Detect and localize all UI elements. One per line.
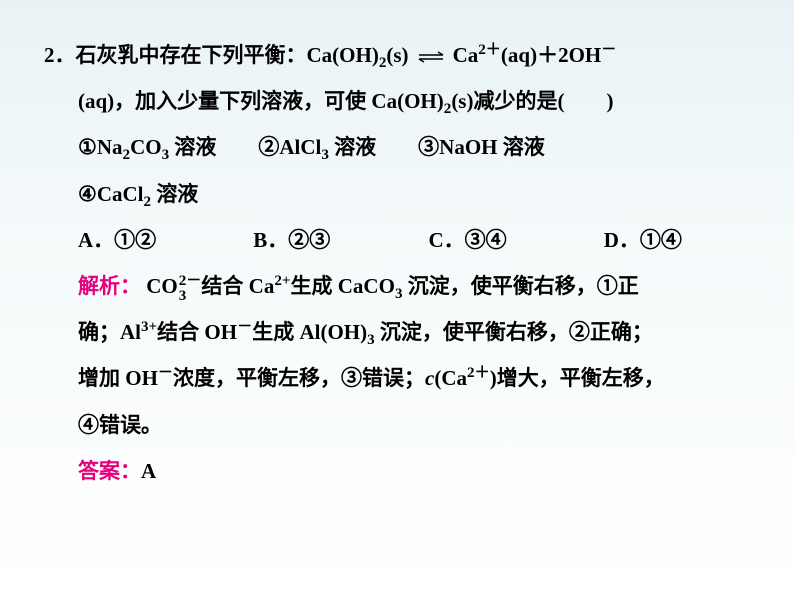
stem-text: (s)减少的是( ) [451, 89, 613, 113]
equilibrium-icon [417, 50, 445, 64]
choice-text: ①Na [78, 135, 123, 159]
option-c: C．③④ [429, 217, 599, 263]
choice-text: 溶液 ③NaOH 溶液 [329, 135, 545, 159]
solution-text: (Ca [434, 366, 467, 390]
choice-text: 溶液 ②AlCl [169, 135, 321, 159]
subscript: 3 [321, 148, 329, 164]
choices-line-1: ①Na2CO3 溶液 ②AlCl3 溶液 ③NaOH 溶液 [44, 124, 750, 170]
solution-text: 生成 CaCO [291, 274, 395, 298]
slide-content: 2．石灰乳中存在下列平衡：Ca(OH)2(s)Ca2＋(aq)＋2OH－ (aq… [0, 0, 794, 514]
question-line-2: (aq)，加入少量下列溶液，可使 Ca(OH)2(s)减少的是( ) [44, 78, 750, 124]
question-number: 2． [44, 43, 76, 67]
solution-text: 结合 OH [157, 320, 237, 344]
solution-text: 增加 OH [78, 366, 158, 390]
answer-value: A [141, 459, 156, 483]
option-b: B．②③ [253, 217, 423, 263]
superscript: － [237, 319, 252, 335]
solution-text: 生成 Al(OH) [252, 320, 367, 344]
italic-c: c [425, 366, 434, 390]
stem-text: (aq)＋2OH [501, 43, 601, 67]
subscript: 2 [144, 194, 152, 210]
solution-text: CO [141, 274, 178, 298]
choice-text: CO [130, 135, 162, 159]
stem-text: (s) [386, 43, 408, 67]
question-block: 2．石灰乳中存在下列平衡：Ca(OH) 2 (s) Ca2＋(aq)＋2OH－ (aq… [44, 32, 750, 263]
question-line-1: 2．石灰乳中存在下列平衡：Ca(OH)2(s)Ca2＋(aq)＋2OH－ [44, 32, 750, 78]
solution-line-1: 解析： CO2－3结合 Ca2+生成 CaCO3 沉淀，使平衡右移，①正 [78, 263, 750, 309]
options-line: A．①② B．②③ C．③④ D．①④ [44, 217, 750, 263]
superscript: － [158, 365, 173, 381]
subscript: 3 [162, 148, 170, 164]
superscript: 3+ [141, 319, 157, 335]
solution-text: 沉淀，使平衡右移，①正 [403, 274, 639, 298]
superscript: 2＋ [467, 365, 490, 381]
stem-text: Ca [453, 43, 479, 67]
superscript: － [601, 42, 616, 58]
answer-line: 答案：A [78, 448, 750, 494]
stem-text: 石灰乳中存在下列平衡：Ca(OH) [76, 43, 379, 67]
subscript: 3 [395, 286, 403, 302]
solution-text: 结合 Ca [201, 274, 274, 298]
subscript: 3 [367, 332, 375, 348]
option-d: D．①④ [604, 217, 682, 263]
solution-line-3: 增加 OH－浓度，平衡左移，③错误；c(Ca2＋)增大，平衡左移， [78, 355, 750, 401]
superscript: 2+ [274, 273, 290, 289]
solution-line-4: ④错误。 [78, 402, 750, 448]
supsub: 2－3 [179, 274, 202, 304]
choices-line-2: ④CaCl2 溶液 [44, 171, 750, 217]
subscript: 2 [123, 148, 131, 164]
option-a: A．①② [78, 217, 248, 263]
solution-line-2: 确；Al3+结合 OH－生成 Al(OH)3 沉淀，使平衡右移，②正确； [78, 309, 750, 355]
choice-text: 溶液 [151, 182, 198, 206]
solution-text: 沉淀，使平衡右移，②正确； [375, 320, 653, 344]
superscript: 2＋ [478, 42, 501, 58]
solution-text: )增大，平衡左移， [490, 366, 665, 390]
solution-label: 解析： [78, 274, 141, 298]
solution-text: 浓度，平衡左移，③错误； [173, 366, 425, 390]
choice-text: ④CaCl [78, 182, 144, 206]
solution-block: 解析： CO2－3结合 Ca2+生成 CaCO3 沉淀，使平衡右移，①正 确；A… [44, 263, 750, 494]
answer-label: 答案： [78, 459, 141, 483]
solution-text: ④错误。 [78, 413, 162, 437]
stem-text: (aq)，加入少量下列溶液，可使 Ca(OH) [78, 89, 444, 113]
solution-text: 确；Al [78, 320, 141, 344]
